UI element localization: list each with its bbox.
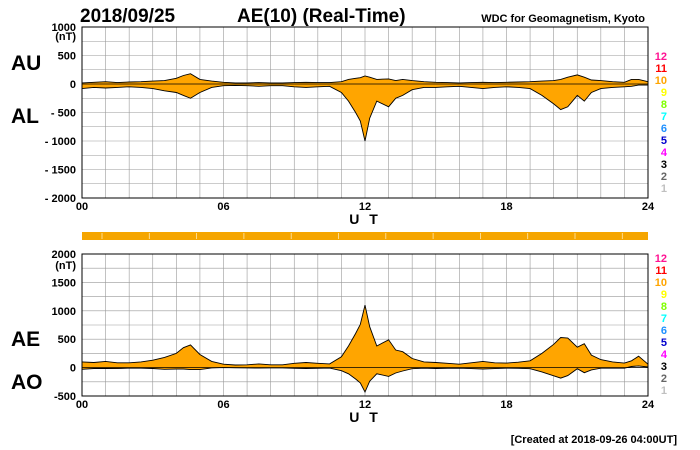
plot-frame: [81, 26, 649, 199]
series-line-ae: [81, 304, 649, 366]
legend-station-10: 10: [655, 75, 667, 87]
legend-station-6: 6: [661, 123, 667, 135]
x-axis-label: U T: [349, 409, 381, 425]
series-line-ao: [81, 365, 649, 394]
y-tick-label: 500: [58, 334, 76, 346]
legend-station-11: 11: [655, 265, 667, 277]
x-tick-label: 18: [500, 399, 512, 411]
legend-station-9: 9: [661, 289, 667, 301]
y-tick-label: - 1000: [45, 136, 76, 148]
legend-station-7: 7: [661, 111, 667, 123]
created-timestamp: [Created at 2018-09-26 04:00UT]: [511, 434, 678, 446]
series-label-ae: AE: [11, 328, 40, 351]
series-label-ao: AO: [11, 371, 43, 394]
legend-station-3: 3: [661, 159, 667, 171]
x-tick-label: 24: [642, 399, 655, 411]
y-unit-label: (nT): [55, 31, 76, 43]
legend-station-3: 3: [661, 361, 667, 373]
legend-station-2: 2: [661, 171, 667, 183]
legend-station-4: 4: [661, 349, 668, 361]
x-tick-label: 12: [359, 201, 371, 213]
plot-date: 2018/09/25: [80, 6, 176, 27]
data-availability-bar: [82, 232, 648, 240]
y-tick-label: 0: [70, 79, 76, 91]
x-tick-label: 06: [217, 201, 229, 213]
y-tick-label: - 2000: [45, 193, 76, 205]
series-area-fill: [82, 305, 648, 392]
x-tick-label: 24: [642, 201, 655, 213]
y-tick-label: 0: [70, 363, 76, 375]
plot-frame: [81, 253, 649, 397]
y-tick-label: -500: [54, 391, 76, 403]
y-unit-label: (nT): [55, 260, 76, 272]
x-tick-label: 18: [500, 201, 512, 213]
legend-station-7: 7: [661, 313, 667, 325]
legend-station-10: 10: [655, 277, 667, 289]
y-tick-label: - 500: [51, 108, 76, 120]
x-tick-label: 00: [76, 201, 88, 213]
legend-station-1: 1: [661, 385, 667, 397]
plot-title: AE(10) (Real-Time): [237, 6, 406, 27]
series-label-au: AU: [11, 52, 41, 75]
legend-station-8: 8: [661, 301, 667, 313]
legend-station-6: 6: [661, 325, 667, 337]
series-line-al: [81, 84, 648, 142]
series-label-al: AL: [11, 105, 39, 128]
y-tick-label: - 1500: [45, 165, 76, 177]
legend-station-4: 4: [661, 147, 668, 159]
data-credit: WDC for Geomagnetism, Kyoto: [481, 13, 645, 25]
y-tick-label: 2000: [52, 249, 76, 261]
x-tick-label: 12: [359, 399, 371, 411]
legend-station-8: 8: [661, 99, 667, 111]
y-tick-label: 1000: [52, 22, 76, 34]
x-axis-label: U T: [349, 211, 381, 227]
series-area-fill: [82, 73, 648, 141]
legend-station-5: 5: [661, 135, 667, 147]
legend-station-2: 2: [661, 373, 667, 385]
au-al-panel: 1000 500 0 - 500 - 1000 - 1500 - 2000 (nT) 00 06 1…: [11, 22, 655, 227]
legend-station-9: 9: [661, 87, 667, 99]
x-tick-label: 06: [217, 399, 229, 411]
legend-station-1: 1: [661, 183, 667, 195]
legend-station-12: 12: [655, 253, 667, 265]
legend-station-5: 5: [661, 337, 667, 349]
y-tick-label: 1000: [52, 306, 76, 318]
y-tick-label: 1500: [52, 277, 76, 289]
legend-station-12: 12: [655, 51, 667, 63]
series-line-au: [81, 73, 649, 84]
x-tick-label: 00: [76, 399, 88, 411]
legend-station-11: 11: [655, 63, 667, 75]
y-tick-label: 500: [58, 51, 76, 63]
ae-ao-panel: 2000 1500 1000 500 0 -500 (nT) 00 06 12 18 24 U T AE A…: [11, 249, 655, 425]
